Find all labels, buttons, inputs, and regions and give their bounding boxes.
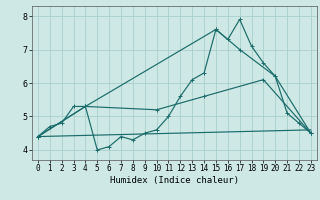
X-axis label: Humidex (Indice chaleur): Humidex (Indice chaleur) [110, 176, 239, 185]
